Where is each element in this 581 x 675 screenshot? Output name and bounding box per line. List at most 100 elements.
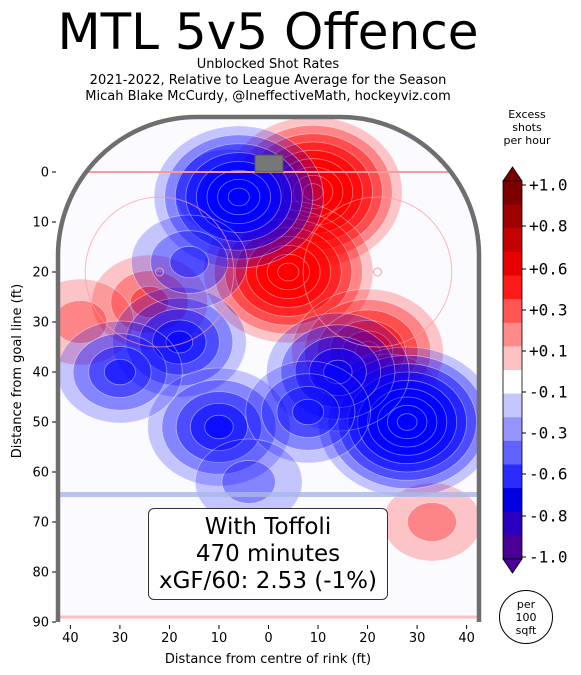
page-title: MTL 5v5 Offence (57, 3, 479, 61)
heat-blob (245, 360, 371, 464)
y-tick-label: 0 (41, 166, 49, 181)
y-tick-label: 20 (32, 266, 49, 281)
unit-line: per (516, 598, 536, 611)
heat-contour (129, 285, 170, 319)
heatmap-layer (58, 117, 479, 622)
heat-contour (227, 187, 250, 207)
x-axis-label: Distance from centre of rink (ft) (165, 652, 371, 667)
colorbar-title: Excess shots per hour (500, 108, 554, 147)
colorbar-top-arrow (502, 166, 523, 182)
heat-contour (150, 230, 229, 294)
subtitle-line-3: Micah Blake McCurdy, @IneffectiveMath, h… (85, 89, 451, 104)
heat-blob (58, 320, 183, 424)
subtitle-line-2: 2021-2022, Relative to League Average fo… (89, 73, 447, 88)
heat-blob (130, 214, 248, 310)
heat-contour (323, 359, 353, 385)
rink-outline (55, 114, 482, 622)
y-tick-label: 60 (32, 466, 49, 481)
heat-blob (112, 286, 247, 398)
y-tick-label: 10 (32, 216, 49, 231)
colorbar-band (503, 488, 522, 513)
axes: 40 30 20 10 0 10 20 30 40 0 10 20 30 40 50 60 70 80 90 (32, 166, 474, 647)
colorbar-band (503, 393, 522, 418)
x-tick-label: 20 (359, 631, 376, 646)
colorbar-band (503, 370, 522, 395)
colorbar-tick-label: -1.0 (529, 548, 568, 567)
heat-blob (58, 278, 135, 366)
colorbar-band (503, 181, 522, 206)
heat-contour (58, 300, 108, 344)
heat-contour (396, 413, 418, 431)
colorbar-tick-label: +0.3 (529, 301, 568, 320)
colorbar-band (503, 440, 522, 465)
heat-blob (382, 482, 479, 562)
colorbar-band (503, 228, 522, 253)
colorbar-band (503, 535, 522, 560)
info-box: With Toffoli 470 minutes xGF/60: 2.53 (-… (148, 508, 388, 600)
faceoff-circle (302, 196, 453, 348)
x-tick-label: 30 (112, 631, 129, 646)
info-line-minutes: 470 minutes (195, 541, 341, 567)
info-line-xgf: xGF/60: 2.53 (-1%) (159, 568, 377, 594)
y-tick-label: 40 (32, 366, 49, 381)
heat-contour (110, 270, 189, 334)
y-axis-label: Distance from goal line (ft) (10, 284, 25, 458)
colorbar-tick-label: -0.3 (529, 424, 568, 443)
colorbar-band (503, 346, 522, 371)
colorbar-band (503, 299, 522, 324)
heat-contour (204, 414, 234, 440)
y-tick-label: 30 (32, 316, 49, 331)
colorbar-band (503, 464, 522, 489)
colorbar-tick-label: +0.1 (529, 342, 568, 361)
heat-contour (165, 330, 194, 354)
colorbar-band (503, 417, 522, 442)
colorbar-title-line: per hour (503, 134, 551, 147)
x-tick-label: 10 (310, 631, 327, 646)
colorbar-tick-label: -0.6 (529, 465, 568, 484)
x-tick-label: 40 (458, 631, 475, 646)
y-tick-label: 90 (32, 616, 49, 631)
x-tick-label: 20 (161, 631, 178, 646)
heat-contour (58, 278, 135, 366)
y-tick-label: 80 (32, 566, 49, 581)
faceoff-dot (372, 267, 382, 277)
colorbar-bottom-arrow (502, 558, 523, 574)
colorbar-title-line: Excess (508, 108, 546, 121)
heat-contour (302, 183, 324, 201)
colorbar: +1.0 +0.8 +0.6 +0.3 +0.1 -0.1 -0.3 -0.6 -0.8 -1.0 (502, 166, 568, 574)
colorbar-tick-label: +0.8 (529, 217, 568, 236)
colorbar-tick-label: +1.0 (529, 176, 568, 195)
colorbar-title-line: shots (512, 121, 542, 134)
x-tick-label: 10 (211, 631, 228, 646)
colorbar-frame (502, 180, 523, 560)
y-tick-label: 50 (32, 416, 49, 431)
blue-line (58, 492, 479, 497)
unit-line: 100 (515, 611, 537, 624)
x-tick-label: 40 (62, 631, 79, 646)
heat-contour (169, 245, 209, 279)
colorbar-band (503, 511, 522, 536)
colorbar-band (503, 275, 522, 300)
heat-contour (292, 398, 325, 426)
heat-contour (103, 358, 136, 386)
heat-contour (221, 460, 276, 504)
x-tick-label: 0 (264, 631, 272, 646)
heat-contour (277, 262, 300, 282)
colorbar-tick-label: -0.1 (529, 383, 568, 402)
unit-badge: per 100 sqft (499, 590, 553, 644)
colorbar-band (503, 204, 522, 229)
heat-contour (130, 214, 248, 310)
faceoff-dot (155, 267, 165, 277)
heat-blob (147, 367, 291, 487)
faceoff-circle (84, 196, 235, 348)
colorbar-band (503, 322, 522, 347)
y-tick-label: 70 (32, 516, 49, 531)
goal-net (254, 154, 284, 173)
heat-contour (407, 502, 457, 542)
colorbar-tick-label: +0.6 (529, 260, 568, 279)
subtitle-line-1: Unblocked Shot Rates (196, 57, 340, 72)
heat-blob (153, 125, 324, 269)
heat-blob (317, 346, 479, 498)
colorbar-band (503, 251, 522, 276)
